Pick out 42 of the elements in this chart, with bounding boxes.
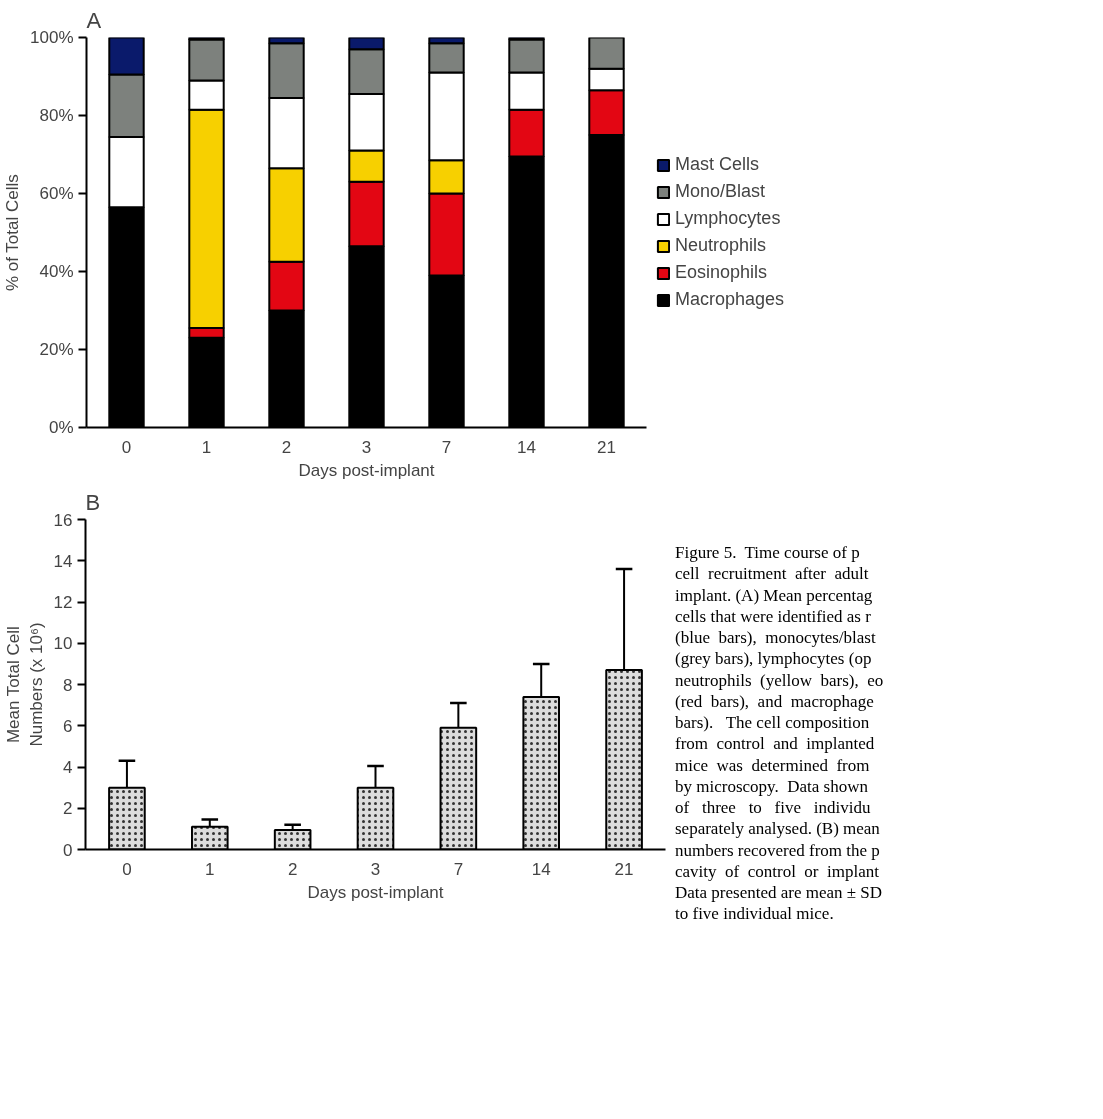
x-tick-label: 1 [205, 859, 215, 879]
x-tick-label: 2 [281, 437, 292, 457]
y-axis-title: Mean Total Cell Numbers (x 10⁶) [3, 622, 46, 747]
y-tick-label: 6 [63, 716, 73, 736]
x-tick-label: 3 [361, 437, 372, 457]
y-tick-label: 60% [39, 184, 74, 203]
y-tick-label: 16 [53, 510, 73, 530]
x-tick-label: 0 [122, 859, 132, 879]
x-axis-title: Days post-implant [307, 882, 444, 902]
chart-title: B [85, 489, 101, 515]
chart-title: A [86, 7, 102, 33]
y-tick-label: 0 [63, 840, 73, 860]
y-tick-label: 14 [53, 551, 73, 571]
text: Figure 5. Time course of p cell recruitment after adult implant. (A) Mean percentag cells that were identified as r (blue bars), monocytes/blast (grey bars), lymphocytes (op neutrophils (yellow bars), eo (red bars), and macrophage bars). The cell composition from control and implanted mice was determined from by microscopy. Data shown of three to five individu separately analysed. (B) mean numbers recovered from the p cavity of control or implant Data presented are mean ± SD to five individual mice. [675, 543, 884, 924]
x-tick-label: 1 [201, 437, 212, 457]
y-tick-label: 0% [48, 418, 74, 437]
legend-label: Lymphocytes [675, 208, 781, 229]
y-tick-label: 100% [30, 28, 74, 47]
legend-label: Mast Cells [675, 154, 760, 175]
y-tick-label: 8 [63, 675, 73, 695]
y-axis-title: % of Total Cells [3, 174, 23, 292]
y-tick-label: 4 [63, 758, 73, 777]
legend-label: Eosinophils [675, 262, 768, 283]
x-tick-label: 7 [453, 859, 464, 879]
x-tick-label: 21 [597, 437, 616, 457]
y-tick-label: 2 [63, 799, 73, 819]
x-axis-title: Days post-implant [298, 460, 435, 480]
y-tick-label: 80% [39, 106, 74, 125]
x-tick-label: 2 [287, 859, 298, 879]
x-tick-label: 3 [370, 859, 381, 879]
x-tick-label: 14 [517, 437, 536, 457]
legend-label: Neutrophils [675, 235, 767, 256]
legend-label: Macrophages [675, 289, 785, 310]
y-tick-label: 10 [53, 634, 73, 654]
x-tick-label: 0 [121, 437, 132, 457]
y-tick-label: 40% [39, 262, 74, 281]
x-tick-label: 14 [531, 859, 551, 879]
y-tick-label: 20% [39, 340, 74, 359]
legend-label: Mono/Blast [675, 181, 766, 202]
x-tick-label: 7 [441, 437, 452, 457]
x-tick-label: 21 [614, 859, 634, 879]
y-tick-label: 12 [53, 593, 73, 612]
